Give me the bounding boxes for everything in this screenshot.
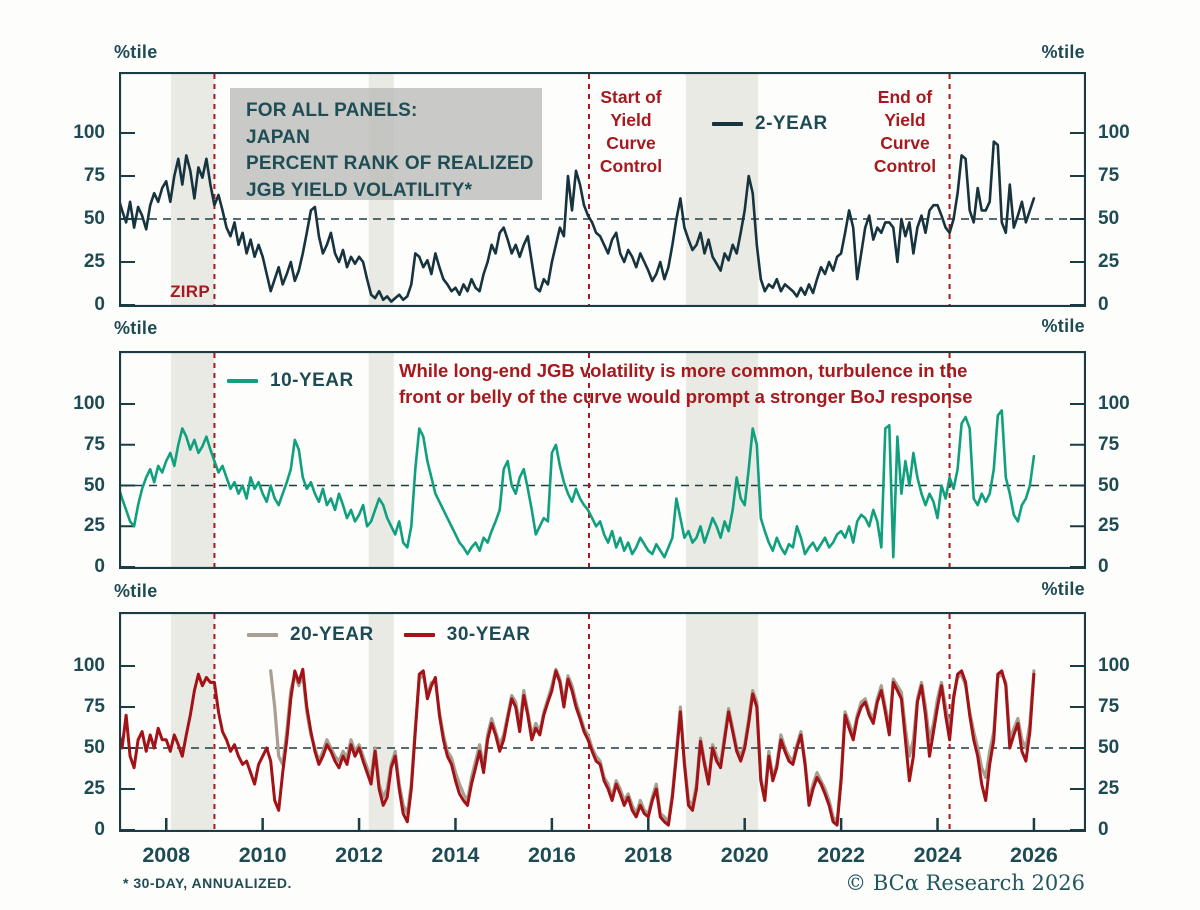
y-tick-label: 75	[83, 433, 105, 455]
legend-swatch-20-year	[247, 633, 278, 637]
y-tick-label: 0	[94, 819, 105, 840]
y-tick-label: 50	[83, 737, 105, 758]
y-tick-label: 25	[1098, 515, 1120, 537]
y-unit-label: %tile	[1041, 42, 1085, 62]
y-tick-label: 75	[1098, 165, 1120, 186]
y-tick-label: 0	[1098, 819, 1109, 840]
legend-label-10-year: 10-YEAR	[270, 370, 354, 391]
y-tick-label: 50	[1098, 737, 1120, 758]
ycc-start-line: Curve	[606, 133, 656, 153]
y-tick-label: 0	[1098, 294, 1109, 315]
commentary-line: front or belly of the curve would prompt…	[399, 386, 973, 407]
panel-20-30-year	[116, 611, 1087, 837]
y-tick-label: 25	[1098, 778, 1120, 799]
zirp-label: ZIRP	[170, 282, 210, 301]
x-tick-label: 2016	[527, 843, 576, 867]
panel-border	[118, 350, 1087, 570]
ycc-start-label: Start of Yield Curve Control	[561, 86, 701, 178]
y-tick-label: 50	[1098, 208, 1120, 229]
shaded-band	[171, 352, 215, 568]
info-box-line: JGB YIELD VOLATILITY*	[246, 179, 473, 201]
y-unit-label: %tile	[1041, 316, 1085, 336]
ycc-end-line: End of	[877, 87, 933, 107]
legend-item-30-year: 30-YEAR	[403, 624, 531, 646]
ycc-end-label: End of Yield Curve Control	[835, 86, 975, 178]
x-tick-label: 2010	[238, 843, 287, 867]
x-tick-label: 2008	[142, 843, 191, 867]
y-unit-label: %tile	[1041, 579, 1085, 599]
y-tick-label: 25	[83, 515, 105, 537]
shaded-band	[171, 613, 215, 831]
legend-label-30-year: 30-YEAR	[446, 624, 531, 645]
y-tick-label: 0	[1098, 556, 1109, 577]
y-unit-label: %tile	[114, 581, 158, 601]
legend-swatch-10-year	[227, 379, 258, 383]
shaded-band	[368, 352, 394, 568]
y-tick-label: 100	[73, 393, 105, 414]
y-tick-label: 50	[83, 474, 105, 496]
y-tick-label: 75	[83, 165, 105, 186]
legend-label-2-year: 2-YEAR	[755, 113, 828, 134]
x-tick-label: 2024	[913, 843, 962, 867]
y-tick-label: 25	[83, 251, 105, 272]
x-tick-label: 2022	[817, 843, 866, 867]
ycc-end-line: Curve	[880, 133, 930, 153]
y-tick-label: 100	[1098, 393, 1130, 414]
x-tick-label: 2020	[720, 843, 769, 867]
y-unit-label: %tile	[114, 318, 158, 338]
ycc-start-line: Start of	[600, 87, 662, 107]
series-2-YEAR	[116, 140, 1036, 303]
info-box-line: FOR ALL PANELS:	[246, 100, 418, 121]
y-unit-label: %tile	[114, 42, 158, 62]
panel-border	[118, 611, 1087, 833]
y-tick-label: 100	[1098, 122, 1130, 143]
y-tick-label: 25	[83, 778, 105, 799]
ycc-start-line: Yield	[610, 110, 652, 130]
y-tick-label: 50	[1098, 474, 1120, 496]
x-tick-label: 2012	[335, 843, 383, 867]
x-tick-label: 2026	[1010, 843, 1058, 867]
legend-10-year: 10-YEAR	[227, 370, 354, 392]
y-tick-label: 0	[94, 556, 105, 577]
series-30-YEAR	[116, 667, 1036, 827]
y-tick-label: 100	[1098, 655, 1130, 676]
x-tick-label: 2014	[431, 843, 480, 867]
legend-item-20-year: 20-YEAR	[247, 624, 374, 646]
legend-swatch-2-year	[712, 122, 743, 126]
y-tick-label: 50	[83, 208, 105, 229]
y-tick-label: 75	[1098, 696, 1120, 717]
ycc-end-line: Control	[873, 156, 937, 176]
y-tick-label: 100	[73, 122, 105, 143]
legend-label-20-year: 20-YEAR	[290, 624, 374, 645]
y-tick-label: 75	[83, 696, 105, 717]
y-tick-label: 0	[94, 294, 105, 315]
legend-20-30-year: 20-YEAR 30-YEAR	[247, 624, 531, 646]
commentary-note: While long-end JGB volatility is more co…	[399, 358, 1031, 410]
commentary-line: While long-end JGB volatility is more co…	[399, 360, 968, 381]
y-tick-label: 100	[73, 655, 105, 676]
panel-svg-10-year	[116, 350, 1087, 570]
legend-2-year: 2-YEAR	[712, 113, 828, 135]
copyright: © BCα Research 2026	[845, 871, 1085, 895]
series-10-YEAR	[116, 409, 1036, 559]
info-box-line: JAPAN	[246, 126, 310, 148]
ycc-start-line: Control	[599, 156, 663, 176]
footnote: * 30-DAY, ANNUALIZED.	[123, 875, 292, 891]
panel-10-year	[116, 350, 1087, 574]
ycc-end-line: Yield	[884, 110, 926, 130]
info-box-line: PERCENT RANK OF REALIZED	[246, 153, 534, 174]
info-box: FOR ALL PANELS: JAPAN PERCENT RANK OF RE…	[230, 88, 542, 201]
y-tick-label: 25	[1098, 251, 1120, 272]
panel-border	[118, 71, 1087, 308]
shaded-band	[685, 613, 759, 831]
panel-svg-20-and-30-year	[116, 611, 1087, 833]
x-tick-label: 2018	[624, 843, 673, 867]
legend-swatch-30-year	[403, 633, 435, 637]
y-tick-label: 75	[1098, 433, 1120, 455]
